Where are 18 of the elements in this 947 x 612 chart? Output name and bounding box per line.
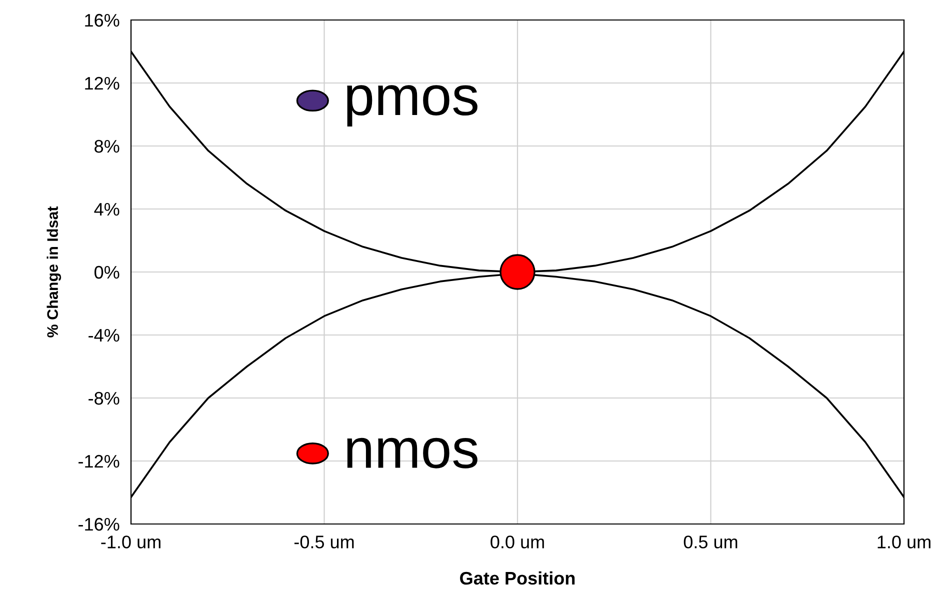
x-tick-label: -1.0 um [101, 536, 160, 548]
x-tick-label: -0.5 um [294, 536, 354, 548]
annotation: nmos [347, 438, 478, 468]
annotation: pmos [347, 85, 478, 127]
y-tick-label: 0% [94, 266, 120, 279]
y-tick-label: 4% [94, 203, 120, 216]
x-tick-label: 0.5 um [684, 536, 738, 548]
x-tick-label: 1.0 um [878, 536, 930, 548]
y-tick-label: 8% [94, 140, 120, 153]
y-axis-title: % Change in Idsat [46, 206, 62, 338]
y-tick-label: 16% [85, 14, 120, 27]
x-axis-title: Gate Position [460, 571, 575, 585]
y-tick-label: -8% [88, 392, 120, 405]
y-tick-label: -4% [88, 329, 120, 342]
y-tick-label: 12% [85, 76, 120, 90]
x-tick-label: 0.0 um [490, 536, 544, 548]
y-tick-label: -12% [78, 454, 120, 468]
y-tick-label: -16% [78, 518, 120, 531]
